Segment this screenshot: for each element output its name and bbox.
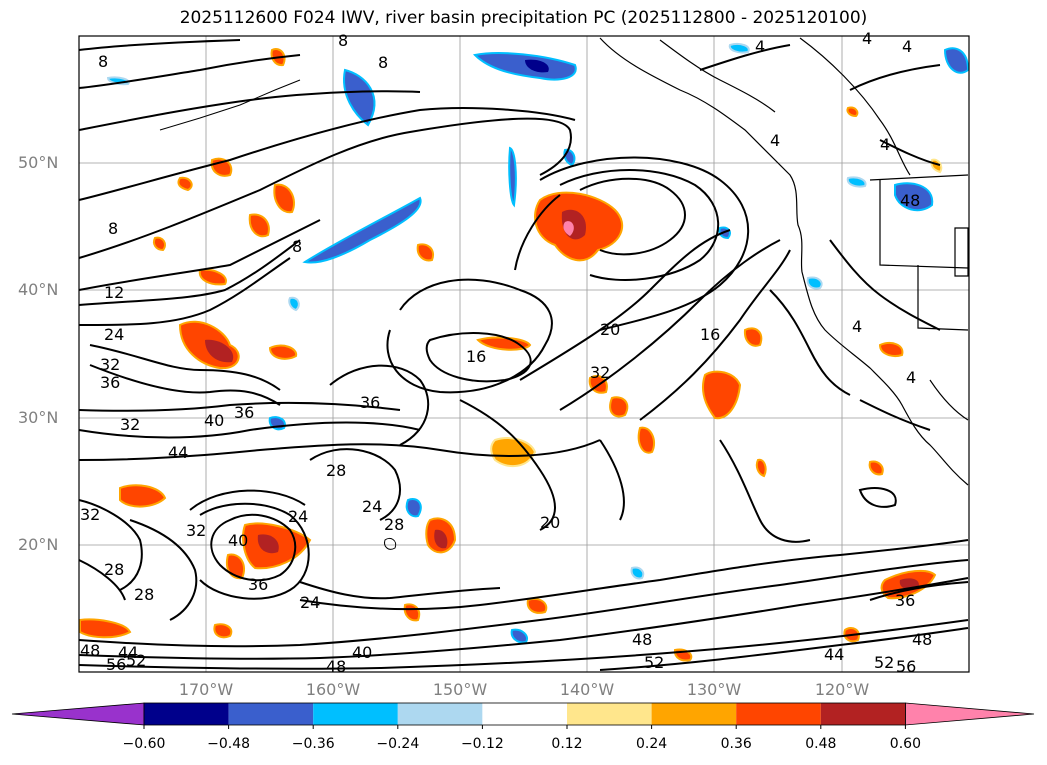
contour-label: 44 <box>168 443 188 462</box>
coastline <box>599 37 969 486</box>
lon-label: 160°W <box>305 680 361 699</box>
contour-label: 24 <box>362 497 382 516</box>
contour-label: 28 <box>134 585 154 604</box>
colorbar-tick-label: −0.36 <box>291 736 335 752</box>
colorbar-segment <box>736 703 821 725</box>
contour-label: 8 <box>378 53 388 72</box>
contour-label: 32 <box>590 363 610 382</box>
colorbar-segment <box>820 703 906 725</box>
lat-label: 50°N <box>18 153 59 172</box>
contour-label: 28 <box>104 560 124 579</box>
contour-label: 4 <box>770 131 780 150</box>
contour-label: 56 <box>896 657 916 676</box>
contour-label: 56 <box>106 655 126 674</box>
contour-label: 20 <box>540 513 560 532</box>
contour-label: 36 <box>234 403 254 422</box>
contour-label: 24 <box>104 325 124 344</box>
contour-label: 20 <box>600 320 620 339</box>
contour-label: 28 <box>326 461 346 480</box>
contour-label: 48 <box>900 191 920 210</box>
colorbar-tick-label: 0.36 <box>720 736 752 752</box>
colorbar-extend-max <box>905 702 1035 726</box>
contour-label: 40 <box>204 411 224 430</box>
contour-label: 40 <box>228 531 248 550</box>
contour-label: 32 <box>120 415 140 434</box>
contour-label: 40 <box>352 643 372 662</box>
colorbar-segment <box>567 703 652 725</box>
contour-label: 48 <box>912 630 932 649</box>
gridlines <box>79 36 969 672</box>
contour-label: 32 <box>186 521 206 540</box>
contour-label: 4 <box>906 368 916 387</box>
contour-label: 52 <box>874 653 894 672</box>
contour-label: 32 <box>80 505 100 524</box>
contour-label: 36 <box>895 591 915 610</box>
colorbar-tick-label: 0.60 <box>889 736 921 752</box>
contour-label: 24 <box>288 507 308 526</box>
contour-label: 36 <box>100 373 120 392</box>
contour-label: 4 <box>852 317 862 336</box>
contour-label: 8 <box>98 52 108 71</box>
colorbar-tick-label: −0.60 <box>122 736 166 752</box>
colorbar-segment <box>482 703 567 725</box>
patch-positive-pc-gulf-of-alaska <box>472 52 577 81</box>
colorbar-segment <box>397 703 483 725</box>
colorbar-tick-label: −0.12 <box>460 736 504 752</box>
lon-label: 140°W <box>559 680 615 699</box>
lon-label: 150°W <box>432 680 488 699</box>
colorbar-tick-label: 0.12 <box>551 736 583 752</box>
contour-label: 8 <box>292 237 302 256</box>
contour-labels: 8 8 8 12 24 32 36 40 36 44 32 36 16 20 1… <box>80 29 932 676</box>
colorbar-segment <box>144 703 229 725</box>
contour-label: 52 <box>126 651 146 670</box>
contour-label: 4 <box>755 37 765 56</box>
contour-label: 32 <box>100 355 120 374</box>
colorbar-tick-label: −0.48 <box>207 736 251 752</box>
contour-label: 52 <box>644 653 664 672</box>
colorbar-tick-label: −0.24 <box>376 736 420 752</box>
map-title: 2025112600 F024 IWV, river basin precipi… <box>179 8 868 28</box>
contour-label: 44 <box>118 643 138 662</box>
colorbar-extend-min <box>11 702 145 726</box>
precip-fill-patches <box>79 42 970 662</box>
contour-label: 48 <box>632 630 652 649</box>
lat-label: 30°N <box>18 408 59 427</box>
contour-label: 12 <box>104 283 124 302</box>
contour-label: 8 <box>338 31 348 50</box>
contour-label: 36 <box>248 575 268 594</box>
colorbar <box>11 702 1035 729</box>
lon-label: 120°W <box>814 680 870 699</box>
colorbar-tick-label: 0.48 <box>805 736 837 752</box>
contour-label: 28 <box>384 515 404 534</box>
contour-label: 4 <box>880 135 890 154</box>
contour-label: 48 <box>326 657 346 676</box>
islands <box>159 79 397 550</box>
contour-label: 24 <box>300 593 320 612</box>
contour-label: 16 <box>466 347 486 366</box>
contour-label: 44 <box>824 645 844 664</box>
contour-label: 4 <box>902 37 912 56</box>
lon-label: 170°W <box>178 680 234 699</box>
map-panel: 8 8 8 12 24 32 36 40 36 44 32 36 16 20 1… <box>78 29 970 676</box>
contour-label: 4 <box>862 29 872 48</box>
lat-label: 20°N <box>18 535 59 554</box>
colorbar-segment <box>313 703 398 725</box>
colorbar-segment <box>228 703 314 725</box>
contour-label: 36 <box>360 393 380 412</box>
lon-label: 130°W <box>686 680 742 699</box>
contour-label: 8 <box>108 219 118 238</box>
lat-label: 40°N <box>18 280 59 299</box>
contour-label: 48 <box>80 641 100 660</box>
iwv-contours <box>78 39 969 671</box>
colorbar-segment <box>651 703 737 725</box>
contour-label: 16 <box>700 325 720 344</box>
colorbar-tick-label: 0.24 <box>636 736 668 752</box>
